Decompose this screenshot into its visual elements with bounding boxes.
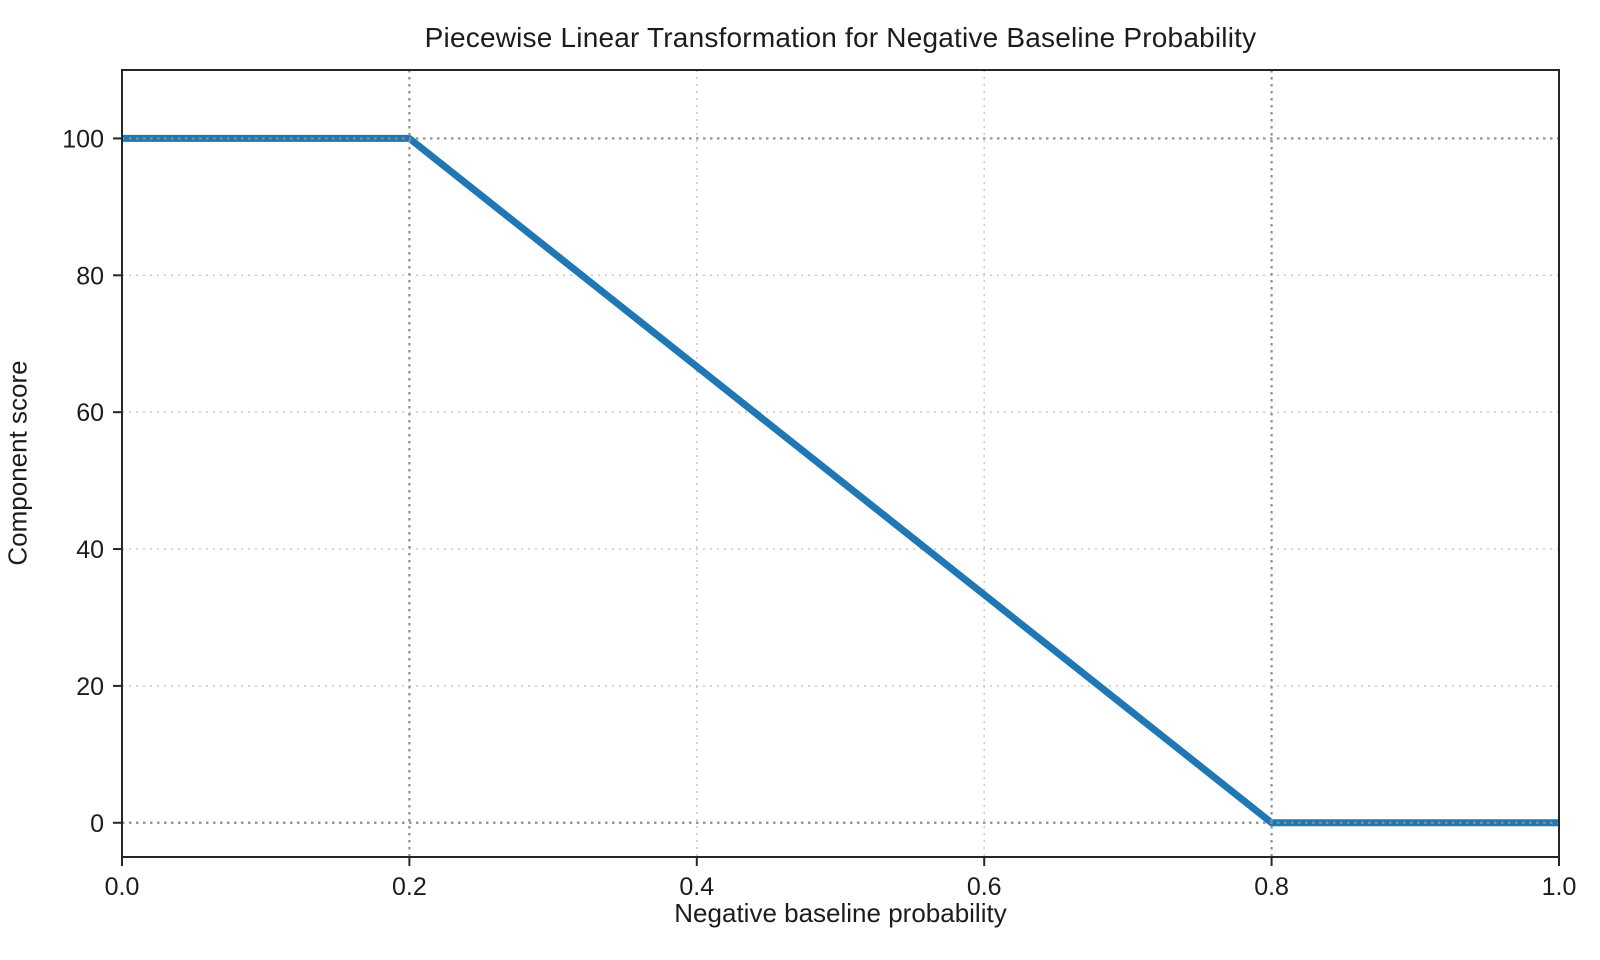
x-tick-label: 0.4: [679, 873, 714, 901]
x-axis-label: Negative baseline probability: [674, 898, 1007, 928]
y-tick-label: 20: [76, 673, 104, 701]
plot-frame: [121, 69, 1560, 858]
x-tick-label: 0.2: [392, 873, 427, 901]
x-tick-label: 0.8: [1254, 873, 1289, 901]
y-tick-label: 80: [76, 262, 104, 290]
data-line-piecewise-transform: [122, 134, 1559, 827]
x-tick-label: 0.6: [967, 873, 1002, 901]
chart-title: Piecewise Linear Transformation for Nega…: [424, 22, 1257, 53]
y-tick-label: 100: [62, 125, 104, 153]
y-tick-label: 40: [76, 536, 104, 564]
y-tick-label: 60: [76, 399, 104, 427]
y-tick-label: 0: [90, 810, 104, 838]
x-tick-label: 1.0: [1542, 873, 1577, 901]
y-axis-label-text: Component score: [2, 360, 33, 566]
x-tick-label: 0.0: [105, 873, 140, 901]
